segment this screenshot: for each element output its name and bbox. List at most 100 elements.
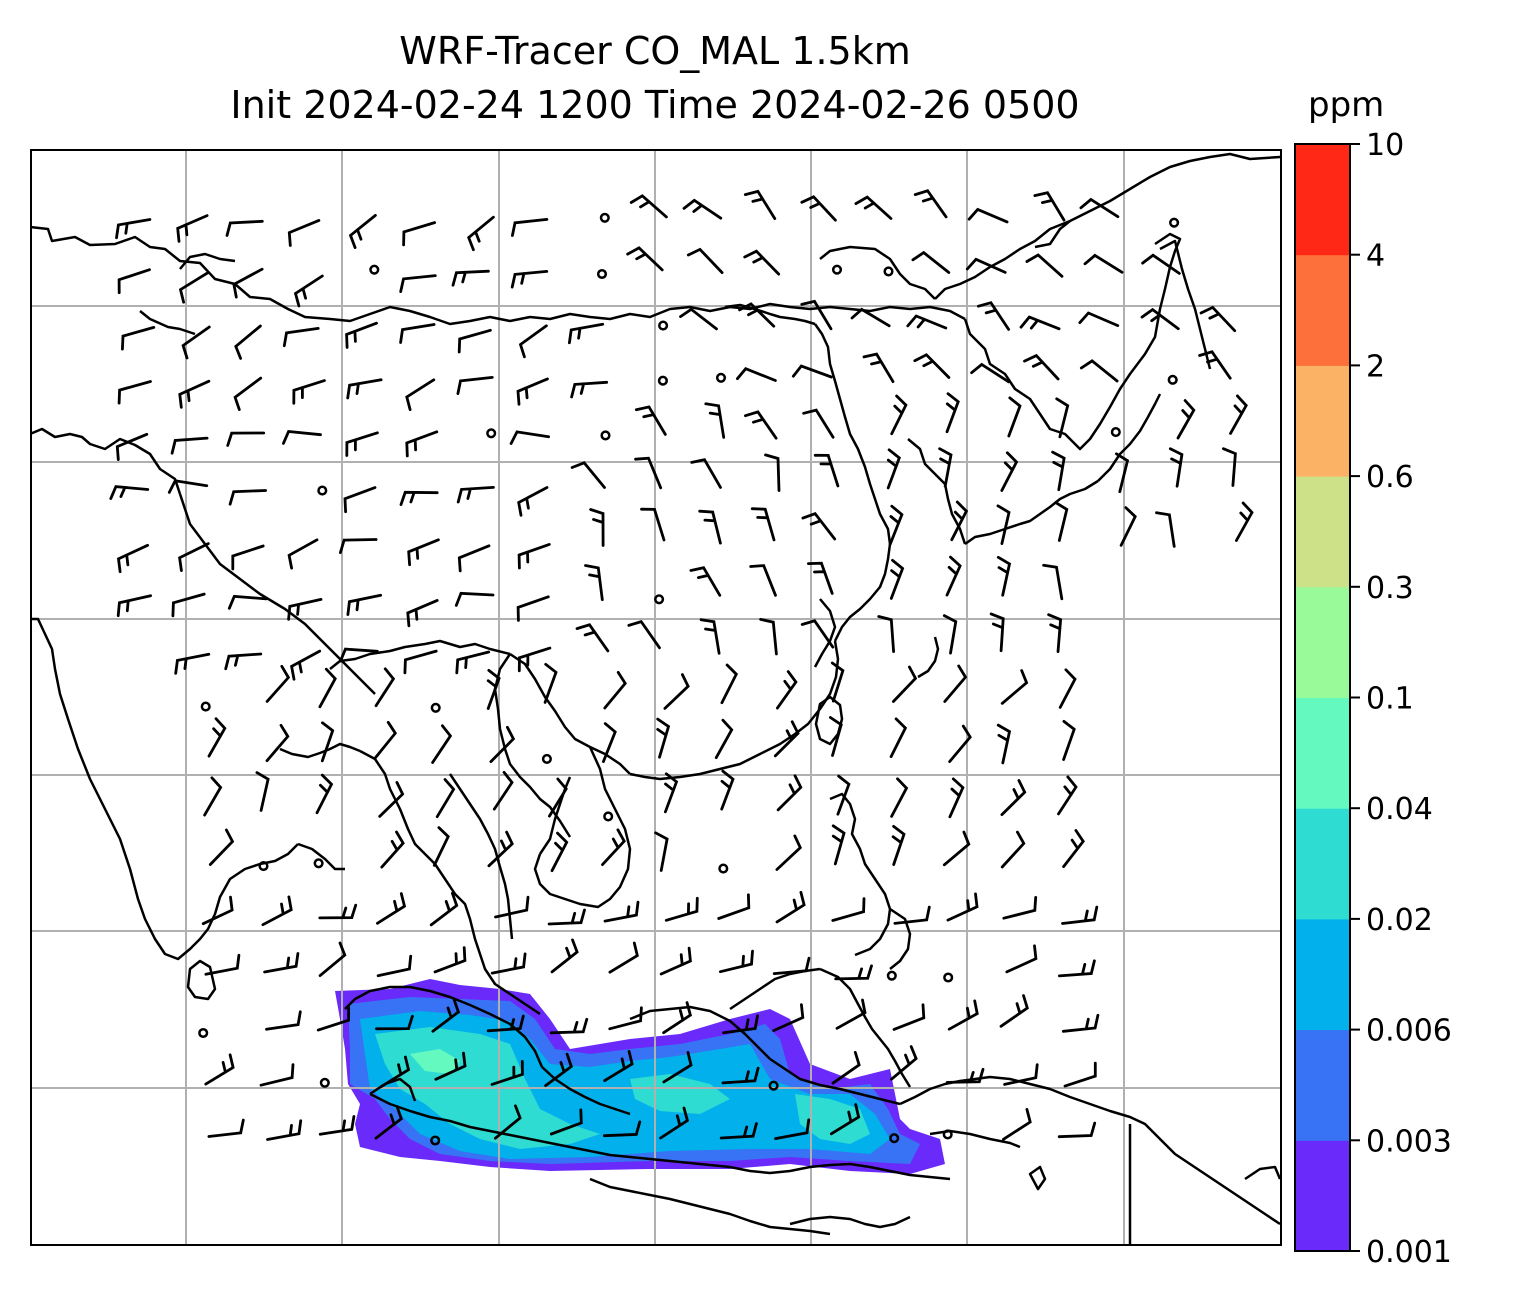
wind-barb — [965, 257, 1007, 274]
wind-barb — [451, 269, 490, 287]
wind-barb — [913, 353, 951, 379]
wind-barb — [224, 652, 263, 671]
wind-barb — [659, 1106, 690, 1140]
wind-barb — [287, 538, 319, 570]
map-frame — [30, 149, 1282, 1246]
calm-wind-circle — [430, 1135, 441, 1146]
wind-barb — [626, 246, 664, 272]
wind-barb — [178, 379, 211, 409]
wind-barb — [170, 436, 209, 455]
wind-barb — [774, 1118, 811, 1140]
wind-barb — [948, 777, 965, 819]
colorbar-swatch — [1295, 808, 1350, 920]
wind-barb — [892, 665, 918, 703]
wind-barb — [627, 619, 661, 650]
wind-barb — [1058, 668, 1077, 709]
wind-barb — [886, 448, 901, 490]
wind-barb — [1083, 253, 1124, 274]
wind-barb — [877, 615, 895, 653]
wind-barb — [699, 618, 721, 655]
wind-barb — [456, 376, 494, 395]
colorbar-tick-label: 0.003 — [1366, 1124, 1452, 1159]
wind-barb — [602, 722, 617, 763]
wind-barb — [380, 830, 405, 869]
wind-barb — [115, 218, 152, 240]
calm-wind-circle — [486, 428, 497, 439]
wind-barb — [261, 895, 293, 927]
calm-wind-circle — [198, 1027, 209, 1039]
wind-barb — [265, 1010, 302, 1031]
wind-barb — [374, 1105, 403, 1140]
wind-barb — [629, 194, 668, 219]
wind-barb — [996, 504, 1011, 545]
wind-barb — [773, 720, 800, 758]
wind-barb — [1057, 1121, 1097, 1139]
calm-wind-circle — [654, 594, 665, 605]
wind-barb — [376, 892, 407, 925]
wind-barb — [1025, 253, 1064, 278]
wind-barb — [775, 834, 802, 871]
wind-barb — [339, 647, 379, 663]
wind-barb — [891, 825, 906, 866]
wind-barb — [115, 432, 149, 461]
tracer-plume — [335, 979, 945, 1174]
wind-barb — [776, 774, 803, 812]
wind-barb — [494, 1104, 522, 1140]
wind-barb — [996, 555, 1012, 597]
wind-barb — [431, 998, 461, 1033]
wind-barb — [945, 1067, 985, 1084]
wind-barb — [943, 664, 968, 703]
wind-barb — [1058, 959, 1096, 978]
colorbar: ppm 0.001 0.003 0.006 0.02 0.04 0.1 0.3 0.6 2 4 10 — [1294, 85, 1452, 1270]
wind-barb — [1062, 829, 1085, 868]
wind-barb — [791, 364, 833, 379]
wind-barb — [435, 778, 456, 819]
wind-barb — [664, 772, 679, 814]
wind-barb — [516, 377, 549, 406]
calm-wind-circle — [1110, 427, 1121, 438]
calm-wind-circle — [541, 753, 552, 764]
wind-barb — [232, 267, 264, 299]
calm-wind-circle — [718, 863, 729, 874]
wind-barb — [339, 538, 378, 554]
wind-barb — [662, 1051, 693, 1084]
colorbar-swatch — [1295, 1140, 1350, 1252]
wind-barb — [510, 270, 549, 289]
wind-barb — [862, 352, 895, 383]
wind-barb — [518, 324, 548, 359]
wind-barb — [689, 566, 722, 597]
calm-wind-circle — [258, 861, 269, 872]
wind-barb — [511, 218, 549, 237]
wind-barb — [282, 430, 322, 445]
wind-barb — [167, 479, 209, 494]
wind-barb — [942, 614, 958, 655]
map-title-line1: WRF-Tracer CO_MAL 1.5km — [399, 29, 911, 73]
wind-barb — [543, 662, 558, 704]
wind-barb — [945, 555, 962, 597]
wind-barb — [259, 1063, 295, 1087]
colorbar-swatch — [1295, 144, 1350, 256]
wind-barb — [116, 543, 149, 574]
wind-barb — [492, 770, 514, 811]
calm-wind-circle — [603, 811, 614, 822]
wind-barb — [1119, 506, 1137, 547]
wind-barb — [942, 830, 971, 867]
wind-barb — [890, 777, 909, 818]
wind-barb — [743, 189, 777, 220]
wind-barb — [1042, 563, 1064, 601]
wind-barb — [946, 892, 979, 922]
wind-barb — [977, 301, 1010, 331]
wind-barb — [1000, 451, 1019, 492]
wind-barb — [1062, 720, 1076, 761]
wind-barb — [457, 328, 492, 354]
wind-barb — [109, 485, 150, 500]
calm-wind-circle — [1169, 217, 1180, 228]
colorbar-tick-label: 4 — [1366, 239, 1385, 274]
calm-wind-circle — [886, 970, 897, 981]
wind-barb — [1079, 197, 1120, 219]
wind-barb — [634, 456, 663, 490]
wind-barb — [429, 891, 459, 927]
wind-barb — [517, 543, 551, 570]
wind-barb — [406, 599, 439, 628]
map-title-line2: Init 2024-02-24 1200 Time 2024-02-26 050… — [230, 83, 1080, 127]
